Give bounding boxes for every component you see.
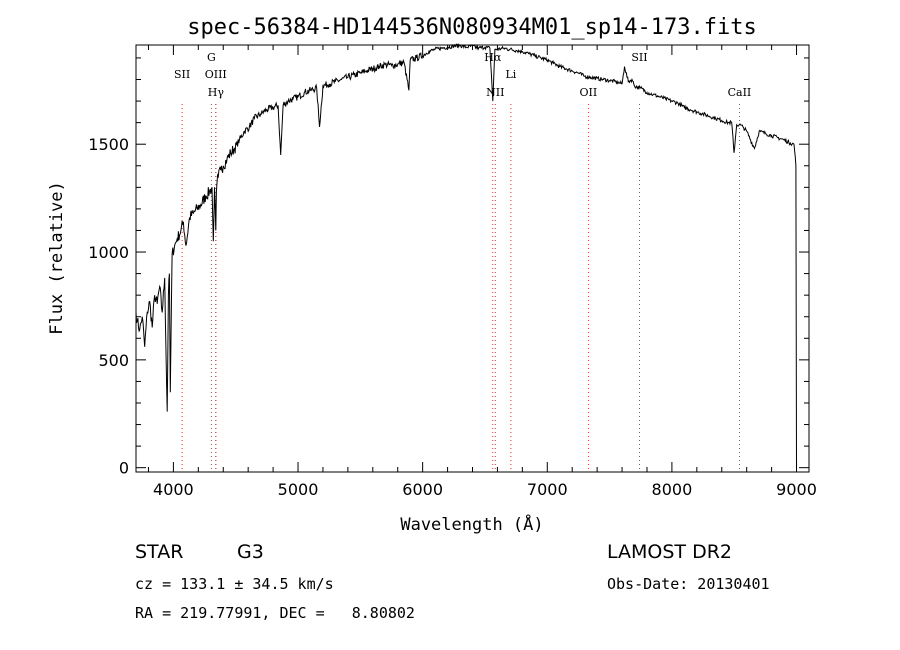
chart-title: spec-56384-HD144536N080934M01_sp14-173.f… [187,15,757,40]
x-axis-label: Wavelength (Å) [400,513,543,535]
plot-frame [135,44,810,473]
y-axis-label: Flux (relative) [47,181,67,335]
marker-label: SII [174,68,190,81]
spectrum-line [135,43,797,468]
marker-label: SII [631,51,647,64]
marker-label: OIII [205,68,227,81]
redshift-velocity: cz = 133.1 ± 34.5 km/s [135,575,334,593]
axis-ticks: 4000 5000 6000 7000 8000 9000 0 500 1000 1500 [88,45,817,499]
survey-name: LAMOST DR2 [607,541,732,563]
y-tick-label: 0 [119,459,129,478]
marker-label: CaII [728,86,752,99]
y-tick-label: 1000 [88,243,129,262]
subclass: G3 [237,541,264,563]
marker-label: Hα [484,51,502,64]
marker-label: G [207,51,216,64]
x-tick-label: 5000 [278,480,319,499]
y-tick-label: 500 [98,351,129,370]
object-class: STAR [135,541,184,563]
x-tick-label: 4000 [153,480,194,499]
marker-label: Hγ [208,86,225,99]
x-tick-label: 8000 [652,480,693,499]
x-tick-label: 9000 [776,480,817,499]
x-tick-label: 6000 [402,480,443,499]
marker-label: NII [486,86,504,99]
marker-label: OII [580,86,598,99]
marker-label: Li [505,68,516,81]
observation-date: Obs-Date: 20130401 [607,575,770,593]
y-tick-label: 1500 [88,135,129,154]
coordinates: RA = 219.77991, DEC = 8.80802 [135,604,415,622]
x-tick-label: 7000 [527,480,568,499]
